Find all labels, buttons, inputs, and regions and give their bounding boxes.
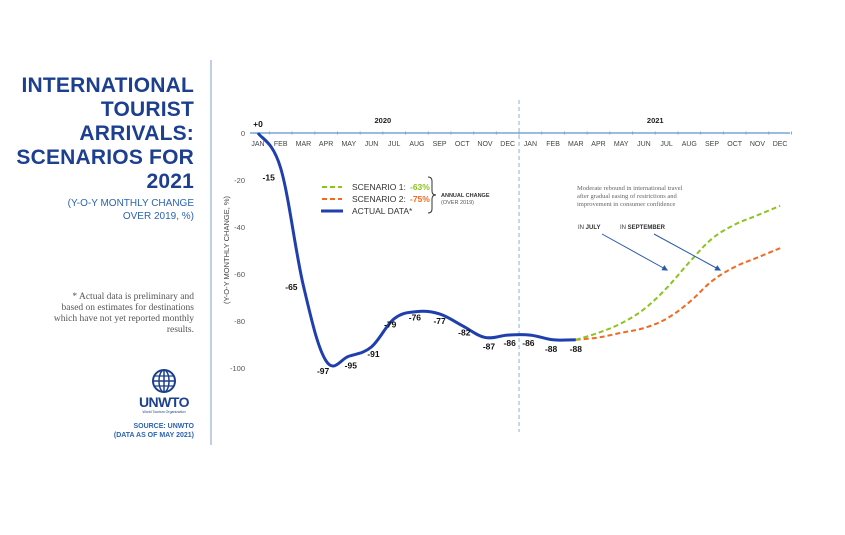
panel-divider — [210, 60, 212, 445]
x-tick-label: NOV — [477, 141, 493, 148]
x-tick-label: NOV — [750, 141, 766, 148]
x-tick-label: MAY — [614, 141, 629, 148]
data-label: -76 — [409, 313, 422, 323]
x-tick-label: SEP — [705, 141, 719, 148]
x-tick-label: JAN — [251, 141, 264, 148]
series-marks — [256, 132, 781, 368]
year-label-2020: 2020 — [375, 116, 392, 125]
side-panel: INTERNATIONAL TOURIST ARRIVALS: SCENARIO… — [0, 60, 206, 440]
data-label: -97 — [317, 366, 330, 376]
title-line: TOURIST — [100, 98, 194, 121]
logo-wordmark: UNWTO — [138, 394, 190, 410]
rebound-annotation: Moderate rebound in international travel… — [577, 185, 722, 271]
y-tick-label: -80 — [234, 317, 245, 326]
data-label: +0 — [253, 119, 263, 129]
source-line: (DATA AS OF MAY 2021) — [113, 432, 194, 439]
x-tick-label: AUG — [409, 141, 424, 148]
arrow2-month: SEPTEMBER — [628, 225, 666, 231]
year-label-2021: 2021 — [647, 116, 664, 125]
series-line-scenario2 — [575, 247, 781, 341]
arrow2-prefix: IN — [620, 225, 628, 231]
legend-scenario1-value: -63% — [410, 182, 430, 192]
data-label: -79 — [384, 320, 397, 330]
x-tick-label: JUL — [388, 141, 401, 148]
x-tick-label: MAY — [341, 141, 356, 148]
x-tick-label: APR — [591, 141, 605, 148]
data-label: -88 — [545, 344, 558, 354]
rebound-text-line: after gradual easing of restrictions and — [577, 193, 678, 200]
series-line-scenario1 — [575, 204, 781, 341]
x-tick-label: OCT — [455, 141, 471, 148]
subtitle-line: OVER 2019, %) — [122, 211, 194, 222]
y-tick-label: -100 — [230, 364, 245, 373]
x-tick-label: DEC — [773, 141, 788, 148]
title-line: INTERNATIONAL — [21, 74, 194, 97]
page-title: INTERNATIONAL TOURIST ARRIVALS: SCENARIO… — [16, 74, 194, 194]
footnote: * Actual data is preliminary and based o… — [14, 292, 194, 336]
note-line: * Actual data is preliminary and — [72, 292, 194, 302]
arrow-september — [653, 233, 722, 271]
y-tick-label: 0 — [241, 129, 245, 138]
globe-icon — [152, 369, 176, 393]
x-tick-label: OCT — [727, 141, 743, 148]
rebound-text-line: Moderate rebound in international travel — [577, 185, 683, 192]
data-label: -95 — [345, 360, 358, 370]
y-tick-label: -20 — [234, 176, 245, 185]
note-line: results. — [166, 325, 194, 335]
x-tick-label: JUN — [637, 141, 651, 148]
x-tick-label: MAR — [296, 141, 312, 148]
rebound-text-line: improvement in consumer confidence — [577, 201, 675, 208]
arrow1-prefix: IN — [578, 225, 586, 231]
data-label: -65 — [285, 282, 298, 292]
legend-scenario2-value: -75% — [410, 194, 430, 204]
y-tick-label: -40 — [234, 223, 245, 232]
x-tick-label: MAR — [568, 141, 584, 148]
source-note: SOURCE: UNWTO (DATA AS OF MAY 2021) — [114, 422, 194, 440]
title-line: 2021 — [146, 170, 194, 193]
arrow2-label: IN SEPTEMBER — [620, 225, 666, 231]
data-labels: +0 -15 -65 -97 -95 -91 -79 -76 -77 -82 -87 -86 -86 -8… — [253, 119, 582, 376]
subtitle-line: (Y-O-Y MONTHLY CHANGE — [67, 198, 194, 209]
note-line: which have not yet reported monthly — [53, 314, 194, 324]
data-label: -88 — [570, 344, 583, 354]
arrow-july — [601, 233, 669, 271]
logo-tagline: World Tourism Organization — [142, 410, 186, 414]
data-label: -87 — [483, 341, 496, 351]
x-tick-label: AUG — [682, 141, 697, 148]
x-tick-label: DEC — [500, 141, 515, 148]
legend-actual-label: ACTUAL DATA* — [352, 206, 413, 216]
y-axis-label: (Y-O-Y MONTHLY CHANGE, %) — [222, 195, 231, 304]
legend-scenario2-label: SCENARIO 2: — [352, 194, 406, 204]
x-tick-label: FEB — [274, 141, 288, 148]
legend-note-title: ANNUAL CHANGE — [441, 193, 490, 199]
source-line: SOURCE: UNWTO — [133, 423, 194, 430]
legend-brace — [427, 176, 437, 214]
legend: SCENARIO 1: -63% SCENARIO 2: -75% ACTUAL… — [321, 176, 490, 216]
arrow1-label: IN JULY — [578, 225, 600, 231]
series-line-actual — [256, 132, 576, 368]
unwto-logo: UNWTO World Tourism Organization — [134, 368, 194, 414]
x-tick-label: APR — [319, 141, 333, 148]
arrow1-month: JULY — [586, 225, 601, 231]
subtitle: (Y-O-Y MONTHLY CHANGE OVER 2019, %) — [68, 197, 194, 223]
title-line: SCENARIOS FOR — [16, 146, 194, 169]
x-tick-label: FEB — [546, 141, 560, 148]
data-label: -91 — [367, 349, 380, 359]
data-label: -77 — [433, 316, 446, 326]
x-tick-label: SEP — [433, 141, 447, 148]
x-tick-label: JUL — [660, 141, 673, 148]
legend-scenario1-label: SCENARIO 1: — [352, 182, 406, 192]
y-tick-label: -60 — [234, 270, 245, 279]
x-tick-label: JUN — [365, 141, 379, 148]
data-label: -82 — [458, 328, 471, 338]
data-label: -15 — [263, 172, 276, 182]
axes: JAN FEB MAR APR MAY JUN JUL AUG SEP OCT NOV DEC JAN F… — [222, 100, 792, 432]
note-line: based on estimates for destinations — [61, 303, 194, 313]
legend-note-subtitle: (OVER 2019) — [441, 200, 474, 206]
data-label: -86 — [522, 338, 535, 348]
title-line: ARRIVALS: — [79, 122, 194, 145]
x-tick-label: JAN — [524, 141, 537, 148]
data-label: -86 — [504, 338, 517, 348]
